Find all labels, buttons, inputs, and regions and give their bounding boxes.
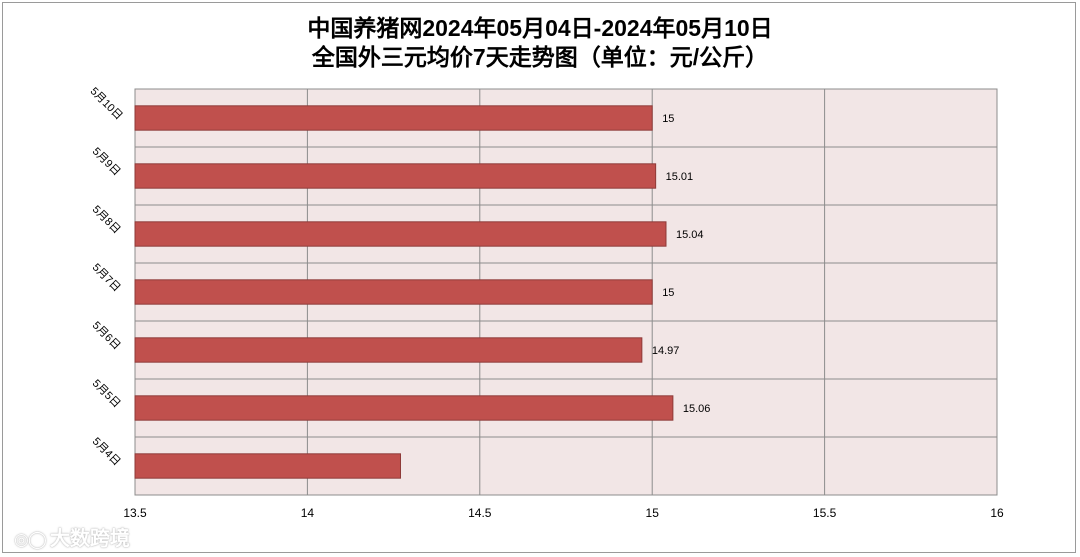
x-tick-label-5: 16 [990,506,1004,520]
data-label-0: 15 [662,113,674,125]
watermark-logo-icon: ◎◯ [14,530,47,549]
x-tick-label-3: 15 [646,506,660,520]
bar-0 [134,105,653,131]
category-label-6: 5月4日 [90,436,123,469]
bar-5 [134,395,674,421]
data-label-4: 14.97 [652,345,680,357]
category-label-3: 5月7日 [90,262,123,295]
category-label-1: 5月9日 [90,146,123,179]
data-label-1: 15.01 [666,171,694,183]
x-tick-label-4: 15.5 [813,506,837,520]
bar-6 [134,453,401,479]
chart-title: 中国养猪网2024年05月04日-2024年05月10日 全国外三元均价7天走势… [0,14,1080,72]
data-label-2: 15.04 [676,229,704,241]
x-tick-label-0: 13.5 [123,506,147,520]
x-tick-label-2: 14.5 [468,506,492,520]
data-label-5: 15.06 [683,403,711,415]
data-label-3: 15 [662,287,674,299]
bar-2 [134,221,667,247]
x-tick-label-1: 14 [301,506,315,520]
category-label-4: 5月6日 [90,320,123,353]
watermark-text: 大数跨境 [49,528,130,550]
bar-3 [134,279,653,305]
watermark: ◎◯ 大数跨境 [14,522,130,551]
bar-4 [134,337,643,363]
category-label-0: 5月10日 [88,85,125,122]
bar-1 [134,163,657,189]
category-label-5: 5月5日 [90,378,123,411]
chart-title-line-1: 中国养猪网2024年05月04日-2024年05月10日 [307,15,773,41]
chart-title-line-2: 全国外三元均价7天走势图（单位：元/公斤） [311,44,769,70]
category-label-2: 5月8日 [90,204,123,237]
